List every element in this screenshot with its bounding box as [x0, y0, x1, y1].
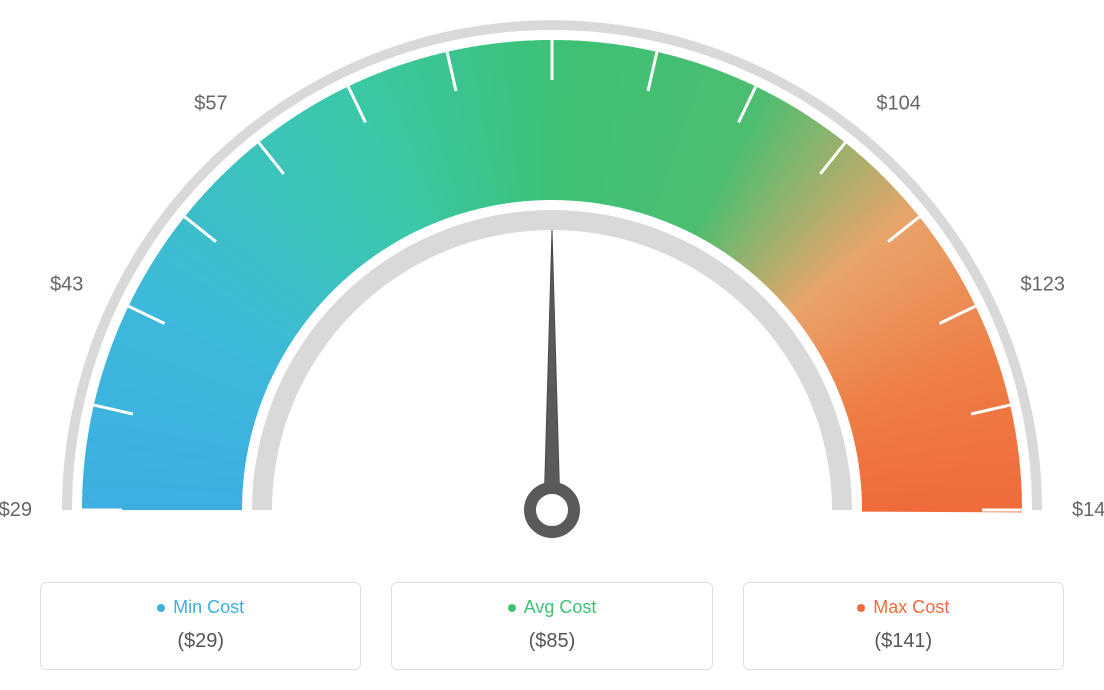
- legend-value-max: ($141): [744, 630, 1063, 653]
- dot-icon: [857, 604, 865, 612]
- legend-value-min: ($29): [41, 630, 360, 653]
- legend-label: Avg Cost: [524, 597, 597, 618]
- dot-icon: [508, 604, 516, 612]
- legend-title-max: Max Cost: [857, 597, 949, 618]
- tick-label: $57: [194, 93, 227, 115]
- legend-title-min: Min Cost: [157, 597, 244, 618]
- gauge-chart: $29 $43 $57 $85 $104 $123 $141: [0, 0, 1104, 560]
- gauge-needle: [530, 230, 574, 532]
- tick-label: $123: [1021, 273, 1066, 295]
- tick-label: $104: [876, 93, 921, 115]
- legend-card-avg: Avg Cost ($85): [391, 582, 712, 670]
- tick-label: $29: [0, 499, 32, 521]
- legend-card-max: Max Cost ($141): [743, 582, 1064, 670]
- needle-hub: [530, 488, 574, 532]
- dot-icon: [157, 604, 165, 612]
- legend-row: Min Cost ($29) Avg Cost ($85) Max Cost (…: [40, 582, 1064, 670]
- tick-label: $141: [1072, 499, 1104, 521]
- legend-card-min: Min Cost ($29): [40, 582, 361, 670]
- legend-label: Min Cost: [173, 597, 244, 618]
- tick-label: $85: [535, 0, 568, 1]
- legend-title-avg: Avg Cost: [508, 597, 597, 618]
- legend-label: Max Cost: [873, 597, 949, 618]
- tick-label: $43: [50, 273, 83, 295]
- cost-gauge-container: $29 $43 $57 $85 $104 $123 $141 Min Cost ($29) …: [0, 0, 1104, 690]
- legend-value-avg: ($85): [392, 630, 711, 653]
